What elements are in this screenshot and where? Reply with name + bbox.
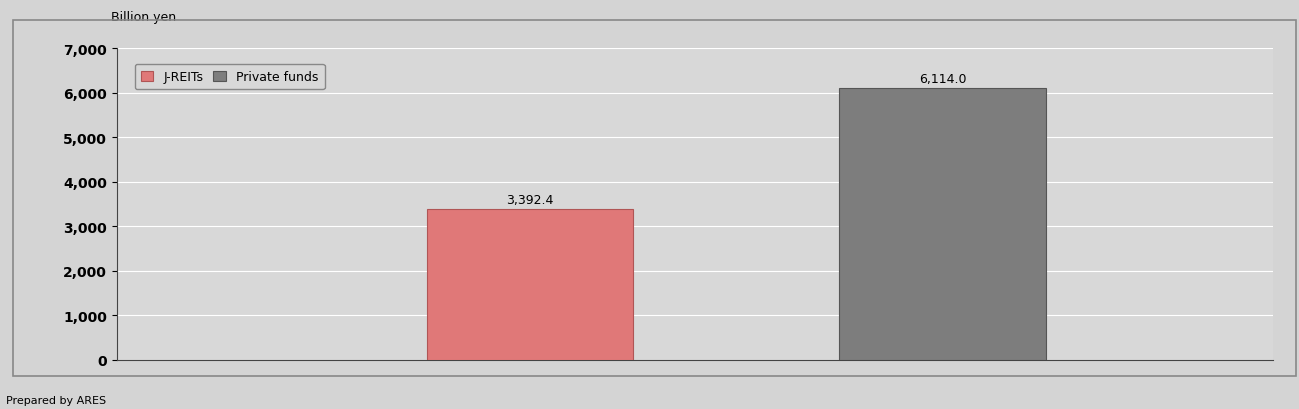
Bar: [839, 88, 1046, 360]
Text: Billion yen: Billion yen: [112, 11, 177, 24]
Bar: [426, 209, 633, 360]
Text: 6,114.0: 6,114.0: [918, 73, 966, 86]
Text: 3,392.4: 3,392.4: [507, 194, 553, 207]
Legend: J-REITs, Private funds: J-REITs, Private funds: [135, 65, 325, 90]
Text: Prepared by ARES: Prepared by ARES: [6, 395, 107, 405]
